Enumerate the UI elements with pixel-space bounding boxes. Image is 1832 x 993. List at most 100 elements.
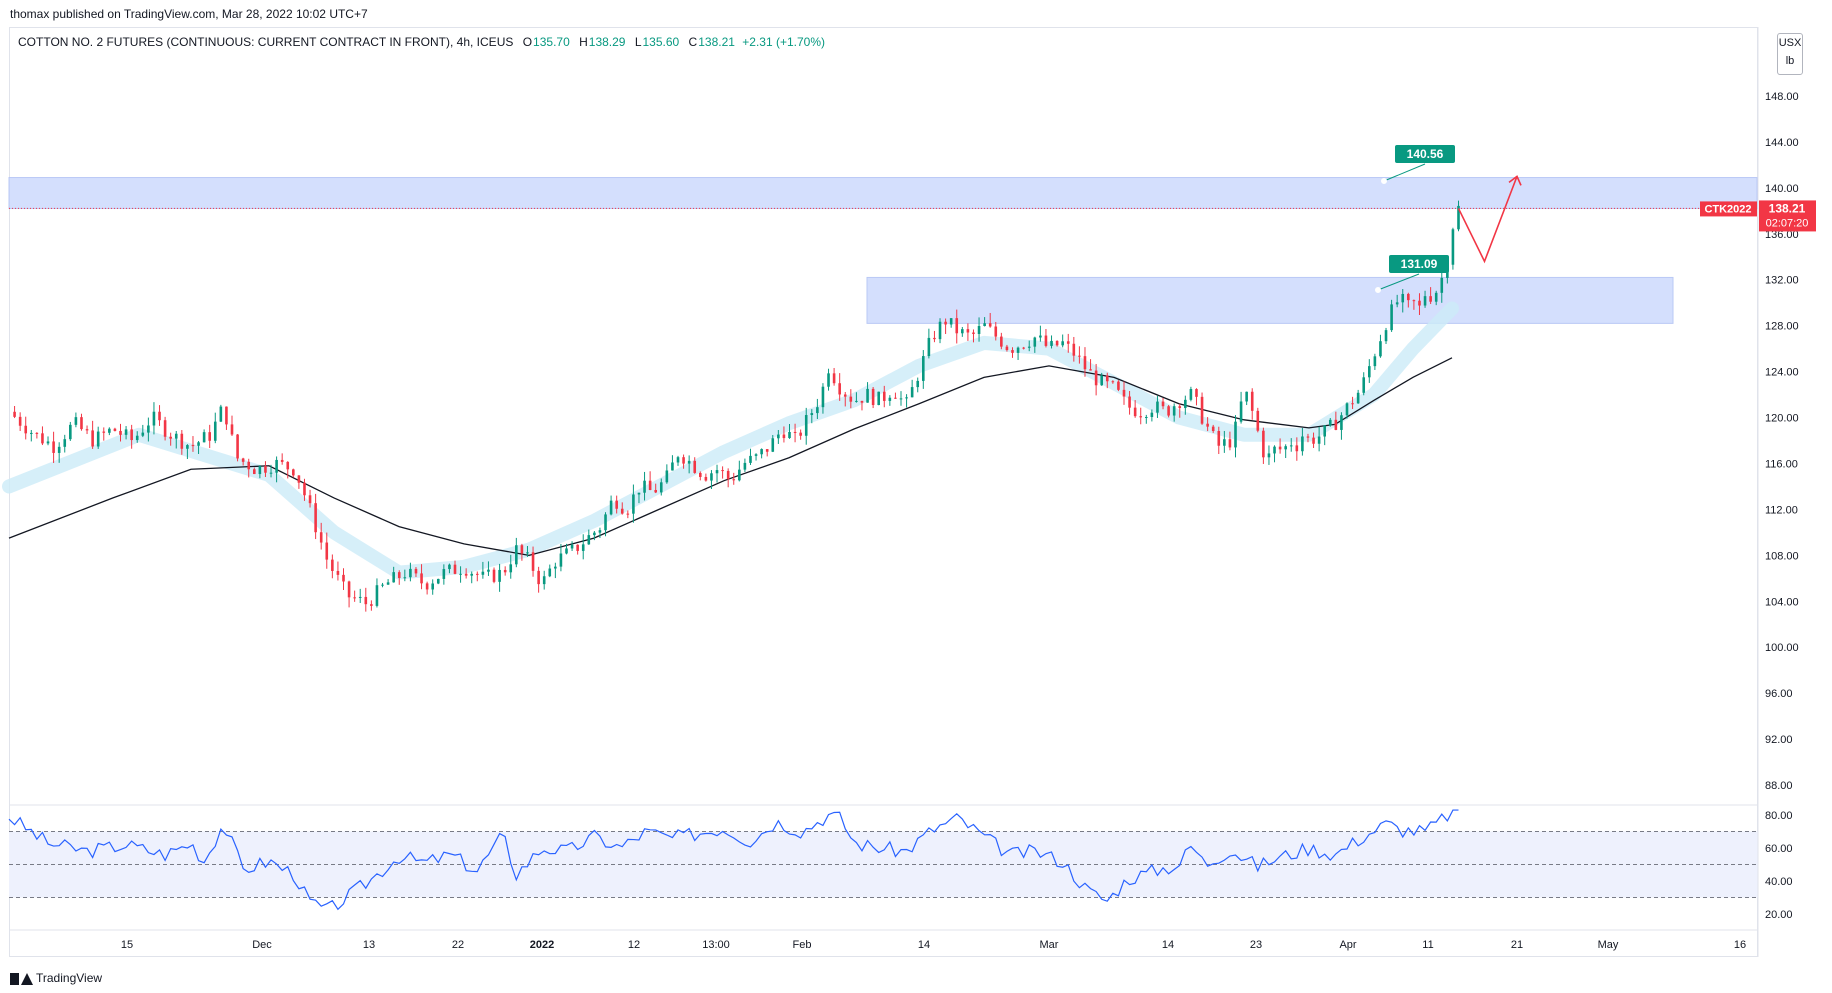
candle-body [1262, 430, 1265, 458]
candle-body [676, 457, 680, 463]
candle-body [520, 545, 524, 554]
candle-body [102, 431, 106, 433]
candle-body [57, 446, 61, 453]
candle-body [648, 480, 652, 490]
candle-body [1395, 302, 1399, 305]
candle-body [832, 373, 836, 384]
candle-body [715, 470, 719, 474]
open-label: O [522, 35, 533, 49]
candle-body [1055, 340, 1059, 346]
candle-body [955, 318, 959, 334]
candle-body [1379, 341, 1382, 357]
candle-body [1278, 446, 1282, 450]
target-upper-box [1395, 145, 1455, 163]
footer-brand[interactable]: TradingView [10, 971, 102, 985]
candle-body [1094, 370, 1098, 386]
candle-body [1150, 412, 1154, 418]
candle-body [710, 473, 713, 481]
candle-body [910, 387, 914, 398]
currency-unit-selector[interactable]: USX lb [1777, 33, 1803, 75]
rsi-line [8, 809, 1459, 911]
time-tick-label: 14 [918, 939, 930, 951]
price-tick-label: 148.00 [1765, 91, 1799, 103]
candle-body [52, 441, 55, 453]
candle-body [347, 581, 351, 598]
candle-body [135, 435, 139, 441]
change-value: +2.31 (+1.70%) [742, 35, 825, 49]
candle-body [392, 572, 395, 583]
candle-body [1100, 375, 1103, 386]
candle-body [704, 476, 708, 481]
price-tick-label: 92.00 [1765, 734, 1793, 746]
candle-body [1161, 401, 1165, 407]
candle-body [1250, 391, 1254, 411]
candle-body [821, 386, 825, 408]
candle-body [370, 604, 373, 606]
candle-body [1423, 296, 1427, 306]
candle-body [559, 553, 563, 567]
candle-body [922, 356, 925, 381]
candle-body [1418, 300, 1421, 306]
candle-body [1005, 346, 1009, 351]
candle-body [1234, 421, 1237, 448]
projection-arrowhead [1508, 175, 1522, 186]
candle-body [615, 500, 618, 509]
candle-body [1011, 350, 1014, 353]
time-tick-label: 16 [1734, 939, 1746, 951]
candle-body [453, 564, 457, 574]
brand-label: TradingView [36, 971, 103, 985]
candle-body [113, 428, 117, 431]
candle-body [247, 461, 251, 470]
price-tick-label: 112.00 [1765, 504, 1798, 516]
candle-body [353, 597, 356, 599]
candle-body [1373, 356, 1377, 367]
open-value: 135.70 [533, 35, 570, 49]
candle-body [1033, 337, 1037, 347]
candle-body [1356, 392, 1360, 404]
candle-body [1217, 430, 1221, 446]
rsi-layer [8, 804, 1758, 911]
candle-body [1044, 335, 1048, 346]
candle-body [108, 428, 111, 433]
target-upper-label: 140.56 [1407, 147, 1444, 161]
symbol-tag-label: CTK2022 [1704, 203, 1751, 215]
candle-body [961, 329, 964, 334]
candle-body [1289, 445, 1293, 447]
rsi-tick-label: 40.00 [1765, 876, 1793, 888]
candle-body [403, 577, 407, 579]
candle-body [147, 425, 150, 433]
tags-layer: 140.56 131.09 CTK2022 138.21 02:07:20 [1375, 145, 1816, 293]
close-value: 138.21 [698, 35, 735, 49]
time-tick-label: 22 [452, 939, 464, 951]
candle-body [659, 482, 663, 493]
candle-body [174, 433, 178, 439]
time-tick-label: 2022 [530, 939, 554, 951]
candle-body [576, 544, 579, 551]
candle-body [665, 470, 669, 483]
candle-body [877, 391, 880, 406]
candle-body [130, 429, 133, 441]
candle-body [1066, 341, 1070, 344]
price-tag-box [1759, 200, 1816, 232]
candle-body [743, 462, 747, 470]
candle-body [409, 568, 412, 578]
candle-body [364, 596, 368, 605]
close-label: C [688, 35, 698, 49]
candle-body [593, 532, 596, 536]
candle-body [620, 508, 624, 514]
time-tick-label: 11 [1422, 939, 1433, 951]
candle-body [1440, 277, 1444, 293]
candle-body [46, 441, 50, 444]
candle-body [464, 573, 468, 576]
candle-body [1072, 343, 1076, 356]
candle-body [682, 457, 685, 464]
candle-body [169, 436, 172, 439]
high-label: H [579, 35, 588, 49]
candle-body [275, 459, 278, 473]
candle-body [213, 421, 217, 441]
candle-body [24, 425, 28, 434]
rsi-tick-label: 80.00 [1765, 810, 1793, 822]
price-tick-label: 140.00 [1765, 183, 1799, 195]
target-upper-anchor [1381, 178, 1387, 184]
